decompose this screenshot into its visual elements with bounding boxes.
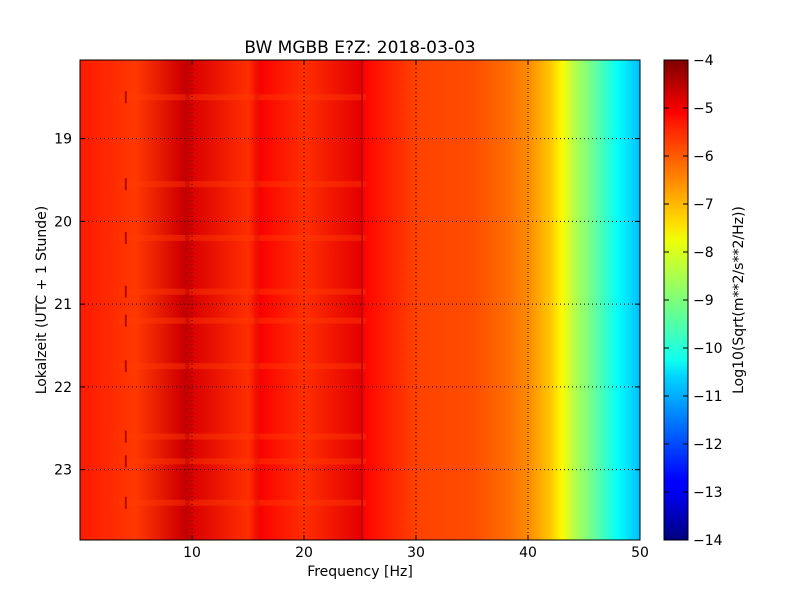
burst-mark bbox=[124, 231, 127, 244]
spectrogram-bursts bbox=[119, 60, 366, 540]
x-tick-label: 40 bbox=[519, 545, 537, 561]
burst-streak bbox=[119, 288, 366, 295]
colorbar-tick-label: −6 bbox=[693, 149, 714, 165]
colorbar-tick-label: −9 bbox=[693, 293, 714, 309]
colorbar-label: Log10(Sqrt(m**2/s**2/Hz)) bbox=[731, 206, 747, 394]
y-tick-label: 22 bbox=[54, 380, 72, 396]
burst-streak bbox=[119, 317, 366, 324]
chart-title: BW MGBB E?Z: 2018-03-03 bbox=[244, 38, 475, 58]
y-tick-label: 23 bbox=[54, 463, 72, 479]
spectrogram-background bbox=[80, 60, 640, 540]
burst-streak bbox=[119, 499, 366, 506]
y-axis-label: Lokalzeit (UTC + 1 Stunde) bbox=[34, 206, 50, 395]
colorbar-tick-label: −8 bbox=[693, 245, 714, 261]
x-tick-label: 30 bbox=[407, 545, 425, 561]
colorbar: −4 −5 −6 −7 −8 −9 −10 −11 −12 −13 −14 Log10(Sqrt(m… bbox=[663, 53, 747, 549]
colorbar-tick-label: −10 bbox=[693, 341, 723, 357]
burst-streak bbox=[119, 181, 366, 188]
colorbar-tick-label: −4 bbox=[693, 53, 714, 69]
burst-mark bbox=[124, 91, 127, 104]
y-tick-label: 20 bbox=[54, 214, 72, 230]
colorbar-tick-label: −13 bbox=[693, 485, 723, 501]
burst-streak bbox=[119, 234, 366, 241]
y-axis: 19 20 21 22 23 bbox=[54, 132, 640, 479]
plot-frame bbox=[79, 59, 641, 541]
colorbar-tick-label: −12 bbox=[693, 437, 723, 453]
colorbar-tick-label: −11 bbox=[693, 389, 723, 405]
x-axis-label: Frequency [Hz] bbox=[307, 564, 413, 580]
burst-mark bbox=[124, 496, 127, 509]
burst-streak bbox=[119, 363, 366, 370]
burst-mark bbox=[124, 430, 127, 443]
x-tick-label: 10 bbox=[183, 545, 201, 561]
x-tick-label: 50 bbox=[631, 545, 649, 561]
burst-streak bbox=[119, 433, 366, 440]
x-tick-label: 20 bbox=[295, 545, 313, 561]
plot-area bbox=[80, 60, 640, 540]
burst-mark bbox=[124, 285, 127, 298]
burst-mark bbox=[124, 455, 127, 468]
y-tick-label: 19 bbox=[54, 132, 72, 148]
burst-mark bbox=[124, 314, 127, 327]
colorbar-ticks: −4 −5 −6 −7 −8 −9 −10 −11 −12 −13 −14 bbox=[664, 53, 723, 549]
colorbar-tick-label: −7 bbox=[693, 197, 714, 213]
burst-mark bbox=[124, 360, 127, 373]
burst-streak bbox=[119, 458, 366, 465]
grid-lines bbox=[80, 60, 640, 540]
burst-mark bbox=[124, 178, 127, 191]
spectral-line bbox=[361, 60, 363, 540]
x-axis: 10 20 30 40 50 bbox=[183, 60, 649, 561]
colorbar-tick-label: −14 bbox=[693, 533, 723, 549]
colorbar-tick-label: −5 bbox=[693, 101, 714, 117]
burst-streak bbox=[119, 94, 366, 101]
spectral-line bbox=[254, 60, 260, 540]
y-tick-label: 21 bbox=[54, 297, 72, 313]
spectral-line bbox=[185, 60, 190, 540]
